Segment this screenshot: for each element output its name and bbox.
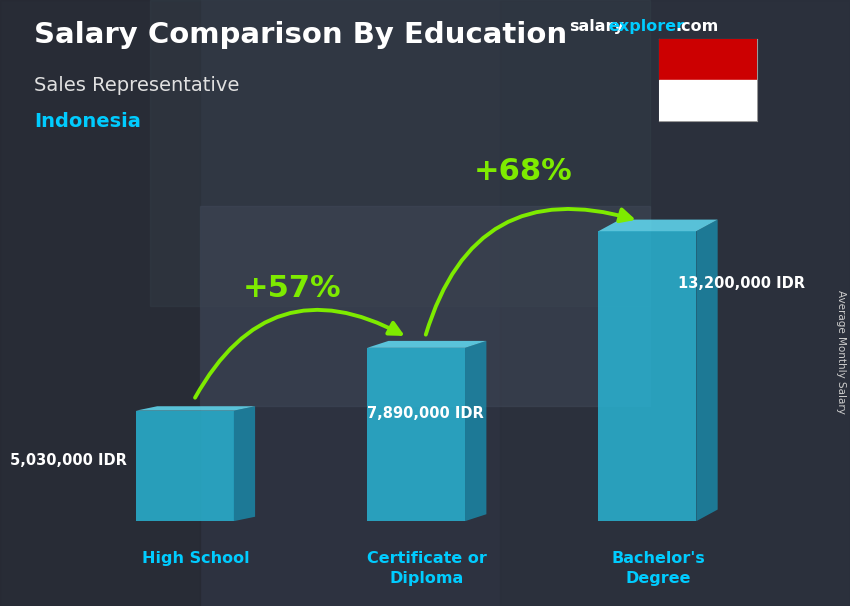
Bar: [150, 0, 650, 306]
Polygon shape: [465, 341, 486, 521]
Bar: [598, 231, 696, 521]
Text: Indonesia: Indonesia: [34, 112, 141, 131]
Text: 7,890,000 IDR: 7,890,000 IDR: [366, 406, 484, 421]
Text: Sales Representative: Sales Representative: [34, 76, 240, 95]
Text: Bachelor's
Degree: Bachelor's Degree: [611, 551, 705, 586]
Bar: [659, 39, 756, 80]
Bar: [200, 206, 650, 406]
Bar: [659, 80, 756, 121]
Polygon shape: [234, 406, 255, 521]
Polygon shape: [367, 341, 486, 348]
Polygon shape: [136, 406, 255, 411]
Polygon shape: [598, 219, 717, 231]
Bar: [367, 348, 465, 521]
Text: +68%: +68%: [473, 157, 572, 186]
Text: 5,030,000 IDR: 5,030,000 IDR: [10, 453, 127, 468]
Text: explorer: explorer: [609, 19, 685, 35]
Polygon shape: [696, 219, 717, 521]
Text: salary: salary: [570, 19, 625, 35]
Bar: [500, 0, 850, 606]
Text: Average Monthly Salary: Average Monthly Salary: [836, 290, 846, 413]
Text: .com: .com: [676, 19, 719, 35]
Text: +57%: +57%: [242, 273, 341, 302]
Text: 13,200,000 IDR: 13,200,000 IDR: [677, 276, 805, 291]
Text: Certificate or
Diploma: Certificate or Diploma: [367, 551, 487, 586]
Bar: [0, 0, 200, 606]
Text: High School: High School: [142, 551, 249, 566]
Bar: [136, 411, 234, 521]
Text: Salary Comparison By Education: Salary Comparison By Education: [34, 21, 567, 49]
